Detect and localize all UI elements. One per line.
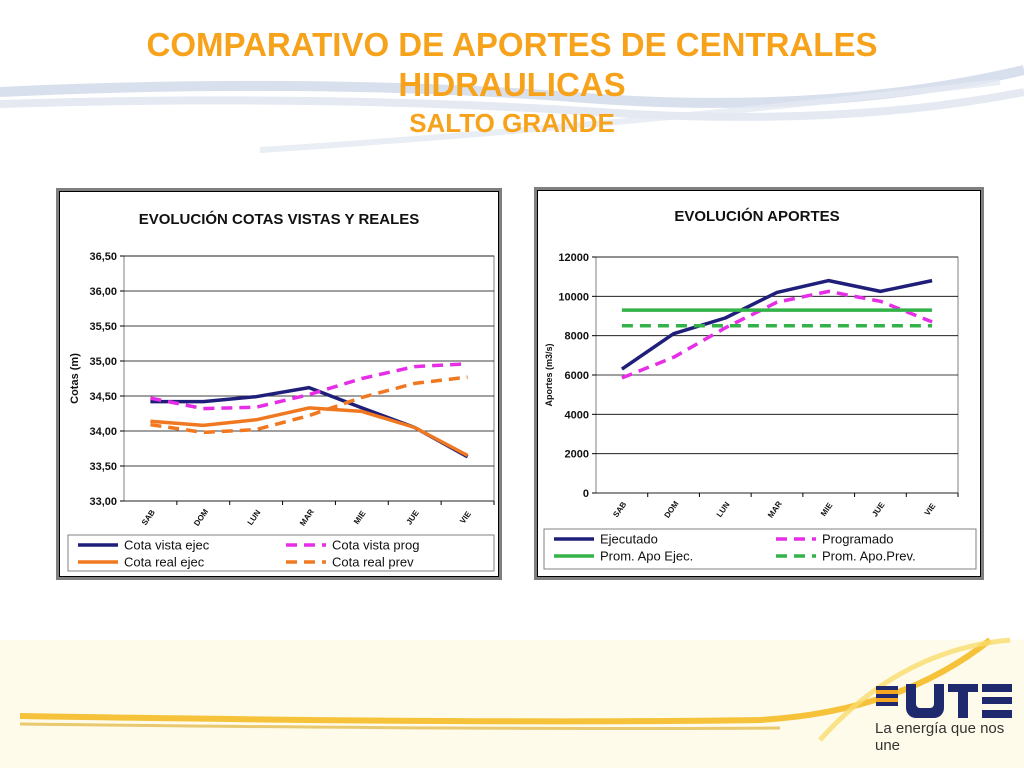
aportes-ytick-label: 0	[583, 488, 589, 500]
chart-cotas-panel: EVOLUCIÓN COTAS VISTAS Y REALES 33,00 33,5…	[56, 188, 502, 580]
chart-cotas: EVOLUCIÓN COTAS VISTAS Y REALES 33,00 33,5…	[67, 210, 495, 572]
cotas-xtick-label: SAB	[140, 508, 157, 527]
aportes-series-line-2	[621, 289, 933, 380]
aportes-ytick-label: 6000	[565, 370, 589, 382]
aportes-legend	[543, 528, 977, 570]
cotas-xtick-label: MIE	[352, 509, 368, 526]
cotas-xtick-label: VIE	[458, 509, 473, 525]
cotas-title: EVOLUCIÓN COTAS VISTAS Y REALES	[139, 210, 420, 228]
aportes-xtick-label: MIE	[819, 501, 835, 518]
cotas-xtick-label: JUE	[405, 508, 422, 526]
aportes-legend-label-3: Prom. Apo Ejec.	[600, 549, 693, 564]
cotas-legend	[67, 534, 495, 572]
cotas-legend-label-3: Cota real ejec	[124, 555, 205, 570]
cotas-xtick-label: MAR	[298, 507, 316, 527]
aportes-legend-label-4: Prom. Apo.Prev.	[822, 549, 916, 564]
aportes-xtick-label: MAR	[766, 499, 784, 519]
cotas-ytick-label: 33,00	[89, 496, 117, 508]
logo-tagline: La energía que nos une	[875, 720, 1005, 754]
cotas-series-line-4	[150, 375, 468, 435]
cotas-series-line-3	[150, 406, 469, 458]
cotas-ytick-label: 36,50	[89, 251, 117, 263]
aportes-xtick-label: SAB	[611, 500, 628, 519]
slide-subtitle: SALTO GRANDE	[409, 108, 615, 138]
cotas-series-line-2	[150, 362, 468, 411]
aportes-xtick-label: DOM	[662, 499, 680, 520]
aportes-legend-label-1: Ejecutado	[600, 532, 658, 547]
cotas-ytick-label: 35,00	[89, 356, 117, 368]
cotas-xtick-label: DOM	[192, 507, 210, 528]
cotas-legend-label-2: Cota vista prog	[332, 538, 419, 553]
slide-title-line2: HIDRAULICAS	[398, 66, 626, 103]
aportes-ytick-label: 12000	[558, 252, 589, 264]
cotas-ytick-label: 34,50	[89, 391, 117, 403]
aportes-ylabel: Aportes (m3/s)	[544, 343, 554, 406]
chart-aportes-panel: EVOLUCIÓN APORTES 0 2000 4000 6000 8000 10000 1…	[534, 187, 984, 580]
ute-logo	[876, 684, 1012, 718]
aportes-ytick-label: 8000	[565, 331, 589, 343]
cotas-ytick-label: 34,00	[89, 426, 117, 438]
aportes-ytick-label: 2000	[565, 449, 589, 461]
aportes-title: EVOLUCIÓN APORTES	[674, 207, 839, 225]
cotas-legend-label-1: Cota vista ejec	[124, 538, 210, 553]
cotas-ylabel: Cotas (m)	[69, 353, 81, 404]
cotas-xtick-label: LUN	[246, 508, 263, 527]
aportes-xtick-label: VIE	[923, 501, 938, 517]
cotas-ytick-label: 33,50	[89, 461, 117, 473]
cotas-legend-label-4: Cota real prev	[332, 555, 414, 570]
cotas-plot-area	[123, 255, 495, 502]
aportes-ytick-label: 10000	[558, 291, 589, 303]
chart-aportes: EVOLUCIÓN APORTES 0 2000 4000 6000 8000 10000 1…	[543, 207, 977, 570]
aportes-xtick-label: JUE	[870, 500, 887, 518]
slide-title-line1: COMPARATIVO DE APORTES DE CENTRALES	[146, 26, 878, 63]
aportes-series-line-1	[620, 278, 933, 371]
aportes-legend-label-2: Programado	[822, 532, 894, 547]
aportes-ytick-label: 4000	[565, 409, 589, 421]
aportes-xtick-label: LUN	[715, 500, 732, 519]
cotas-ytick-label: 35,50	[89, 321, 117, 333]
cotas-ytick-label: 36,00	[89, 286, 117, 298]
